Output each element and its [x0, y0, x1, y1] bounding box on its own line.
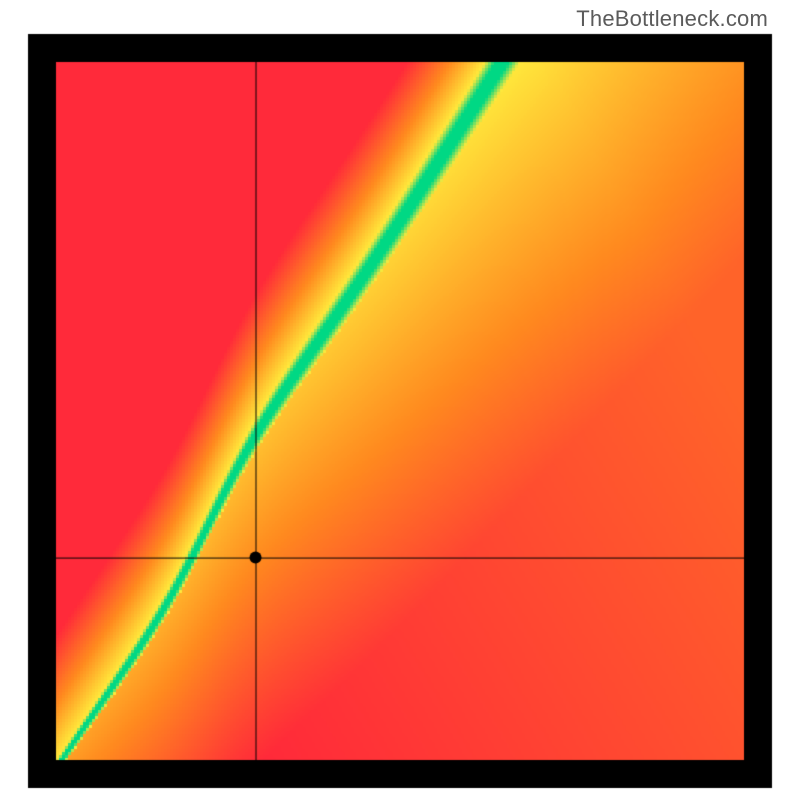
bottleneck-heatmap — [0, 0, 800, 800]
watermark-text: TheBottleneck.com — [576, 6, 768, 32]
